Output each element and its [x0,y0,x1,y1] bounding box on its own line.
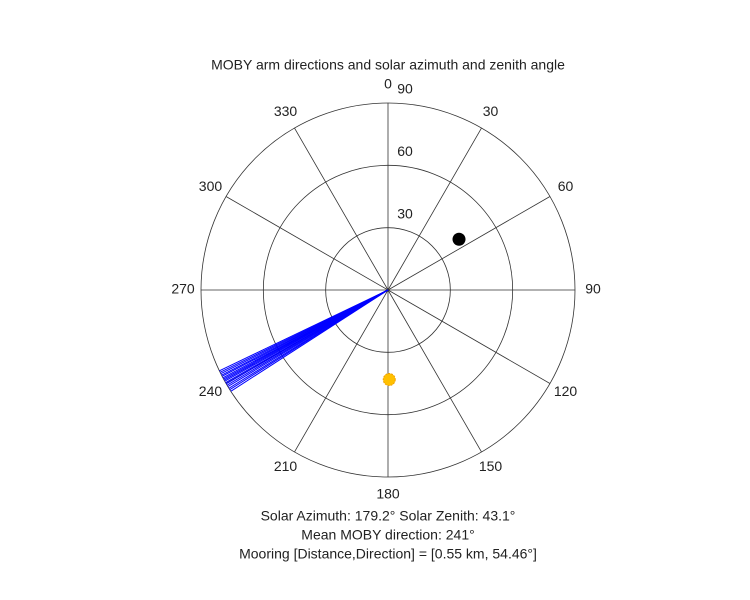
theta-tick-label: 90 [585,281,601,297]
mooring-dot [452,232,466,246]
theta-tick-label: 0 [384,76,392,92]
theta-tick-label: 330 [274,103,298,119]
grid-spoke [294,289,389,453]
arm-line [219,289,389,372]
grid-spoke [387,289,482,453]
theta-tick-label: 210 [274,458,298,474]
x-label: Mooring [Distance,Direction] = [0.55 km,… [239,546,537,562]
theta-tick-label: 120 [554,383,578,399]
theta-tick-label: 60 [558,178,574,194]
theta-tick-label: 300 [199,178,223,194]
r-tick-label: 30 [397,205,413,221]
theta-tick-label: 30 [483,103,499,119]
theta-tick-label: 180 [376,486,400,502]
grid-spoke [387,127,482,291]
theta-tick-label: 240 [199,383,223,399]
grid-spoke [387,196,551,291]
x-label: Mean MOBY direction: 241° [301,527,474,543]
grid-spoke [387,289,551,384]
r-tick-label: 90 [397,81,413,97]
chart-title: MOBY arm directions and solar azimuth an… [211,57,565,73]
grid-spoke [294,127,389,291]
theta-tick-label: 150 [479,458,503,474]
theta-tick-label: 270 [171,281,195,297]
r-tick-label: 60 [397,143,413,159]
x-label: Solar Azimuth: 179.2° Solar Zenith: 43.1… [261,508,516,524]
grid-spoke [225,196,389,291]
sun-marker [382,373,396,387]
